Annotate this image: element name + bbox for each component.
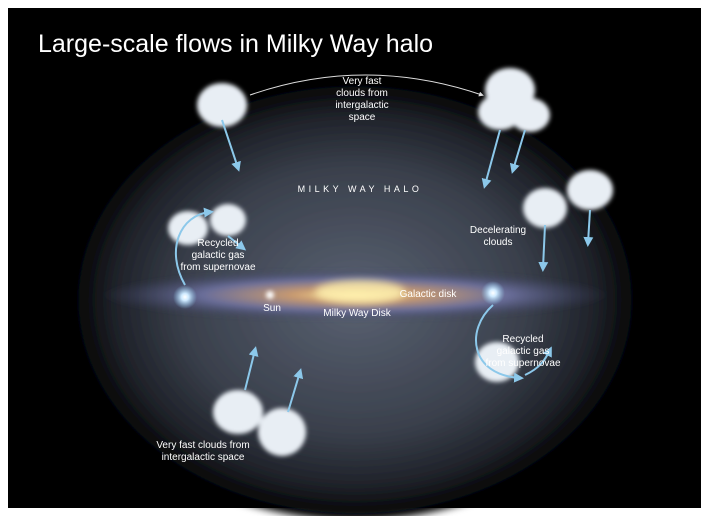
label: Milky Way Disk [323, 308, 391, 319]
clouds [168, 68, 613, 456]
supernova-glow [173, 285, 197, 309]
label: Very fast clouds from intergalactic space [156, 440, 249, 463]
galactic-bulge [315, 280, 405, 304]
label: Galactic disk [400, 289, 458, 300]
flow-arrows [175, 74, 594, 413]
label: MILKY WAY HALO [298, 184, 423, 194]
supernova-glow [481, 281, 505, 305]
title: Large-scale flows in Milky Way halo [38, 30, 433, 58]
label: Sun [263, 303, 281, 314]
sun [266, 291, 274, 299]
arc-arrow [249, 74, 484, 97]
label: Decelerating clouds [470, 225, 526, 248]
label: Recycled galactic gas from supernovae [485, 334, 560, 369]
label: Very fast clouds from intergalactic space [335, 76, 388, 123]
label: Recycled galactic gas from supernovae [180, 238, 255, 273]
